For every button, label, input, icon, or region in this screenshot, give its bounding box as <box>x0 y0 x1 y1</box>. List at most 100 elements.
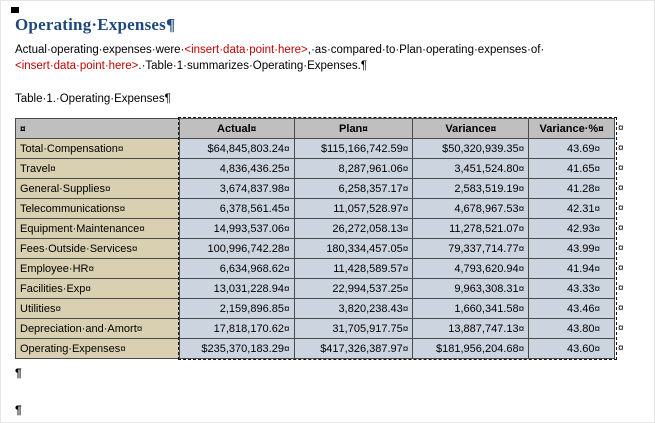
variance-cell[interactable]: 9,963,308.31¤ <box>412 278 530 299</box>
variance-pct-cell[interactable]: 43.46¤ <box>528 298 616 319</box>
variance-pct-cell[interactable]: 42.31¤ <box>528 198 616 219</box>
plan-cell[interactable]: 22,994,537.25¤ <box>293 278 414 299</box>
heading-operating-expenses[interactable]: Operating·Expenses¶ <box>15 15 644 35</box>
plan-cell[interactable]: 26,272,058.13¤ <box>293 218 414 239</box>
label-cell[interactable]: Travel¤ <box>15 158 180 179</box>
plan-cell[interactable]: 3,820,238.43¤ <box>293 298 414 319</box>
table-row: Utilities¤ 2,159,896.85¤ 3,820,238.43¤ 1… <box>15 298 637 319</box>
pct-value: 43.33 <box>566 282 595 295</box>
plan-cell[interactable]: 6,258,357.17¤ <box>293 178 414 199</box>
header-cell-variance-pct[interactable]: Variance·%¤ <box>528 118 616 139</box>
variance-value: 13,887,747.13 <box>448 322 519 335</box>
row-label: Employee·HR <box>20 262 89 275</box>
label-cell[interactable]: Equipment·Maintenance¤ <box>15 218 180 239</box>
plan-cell[interactable]: $417,326,387.97¤ <box>293 338 414 359</box>
variance-cell[interactable]: 4,793,620.94¤ <box>412 258 530 279</box>
label-cell[interactable]: Facilities·Exp¤ <box>15 278 180 299</box>
table-row: Employee·HR¤ 6,634,968.62¤ 11,428,589.57… <box>15 258 637 279</box>
table-row: Fees·Outside·Services¤ 100,996,742.28¤ 1… <box>15 238 637 259</box>
cell-end-marker: ¤ <box>594 303 601 315</box>
plan-value: $115,166,742.59 <box>321 142 403 155</box>
plan-cell[interactable]: 180,334,457.05¤ <box>293 238 414 259</box>
cell-end-marker: ¤ <box>402 323 409 335</box>
variance-pct-cell[interactable]: 43.33¤ <box>528 278 616 299</box>
variance-pct-cell[interactable]: 43.80¤ <box>528 318 616 339</box>
actual-cell[interactable]: $64,845,803.24¤ <box>178 138 295 159</box>
row-label: Telecommunications <box>20 202 120 215</box>
actual-cell[interactable]: 2,159,896.85¤ <box>178 298 295 319</box>
plan-cell[interactable]: 31,705,917.75¤ <box>293 318 414 339</box>
variance-pct-cell[interactable]: 43.60¤ <box>528 338 616 359</box>
plan-cell[interactable]: 11,057,528.97¤ <box>293 198 414 219</box>
pilcrow-mark: ¶ <box>165 15 176 34</box>
actual-cell[interactable]: 14,993,537.06¤ <box>178 218 295 239</box>
header-cell-variance[interactable]: Variance¤ <box>412 118 530 139</box>
actual-cell[interactable]: $235,370,183.29¤ <box>178 338 295 359</box>
cell-end-marker: ¤ <box>20 123 26 135</box>
variance-cell[interactable]: 13,887,747.13¤ <box>412 318 530 339</box>
actual-value: $64,845,803.24 <box>207 142 284 155</box>
label-cell[interactable]: Total·Compensation¤ <box>15 138 180 159</box>
variance-pct-cell[interactable]: 42.93¤ <box>528 218 616 239</box>
variance-pct-cell[interactable]: 43.99¤ <box>528 238 616 259</box>
cell-end-marker: ¤ <box>594 203 601 215</box>
cell-end-marker: ¤ <box>518 163 525 175</box>
variance-pct-cell[interactable]: 41.28¤ <box>528 178 616 199</box>
label-cell[interactable]: Operating·Expenses¤ <box>15 338 180 359</box>
row-end-glyph: ¤ <box>618 263 624 274</box>
variance-cell[interactable]: 3,451,524.80¤ <box>412 158 530 179</box>
variance-pct-cell[interactable]: 43.69¤ <box>528 138 616 159</box>
cell-end-marker: ¤ <box>85 283 91 295</box>
empty-paragraph-mark[interactable]: ¶ <box>15 366 644 380</box>
expenses-table: ¤ Actual¤ Plan¤ Variance¤ Variance·%¤ ¤ … <box>15 118 637 359</box>
variance-cell[interactable]: 4,678,967.53¤ <box>412 198 530 219</box>
variance-cell[interactable]: 2,583,519.19¤ <box>412 178 530 199</box>
actual-cell[interactable]: 4,836,436.25¤ <box>178 158 295 179</box>
table-row: Total·Compensation¤ $64,845,803.24¤ $115… <box>15 138 637 159</box>
table-row-total: Operating·Expenses¤ $235,370,183.29¤ $41… <box>15 338 637 359</box>
label-cell[interactable]: Utilities¤ <box>15 298 180 319</box>
row-end-glyph: ¤ <box>618 203 624 214</box>
header-cell-plan[interactable]: Plan¤ <box>293 118 414 139</box>
actual-cell[interactable]: 100,996,742.28¤ <box>178 238 295 259</box>
label-cell[interactable]: Fees·Outside·Services¤ <box>15 238 180 259</box>
actual-cell[interactable]: 13,031,228.94¤ <box>178 278 295 299</box>
intro-paragraph[interactable]: Actual·operating·expenses·were·<insert·d… <box>15 42 644 74</box>
label-cell[interactable]: Employee·HR¤ <box>15 258 180 279</box>
actual-cell[interactable]: 6,634,968.62¤ <box>178 258 295 279</box>
variance-cell[interactable]: 11,278,521.07¤ <box>412 218 530 239</box>
table-caption[interactable]: Table·1.·Operating·Expenses¶ <box>15 93 644 105</box>
variance-cell[interactable]: $181,956,204.68¤ <box>412 338 530 359</box>
cell-end-marker: ¤ <box>283 243 290 255</box>
label-cell[interactable]: Depreciation·and·Amort¤ <box>15 318 180 339</box>
variance-cell[interactable]: $50,320,939.35¤ <box>412 138 530 159</box>
variance-cell[interactable]: 1,660,341.58¤ <box>412 298 530 319</box>
actual-value: 17,818,170.62 <box>213 322 284 335</box>
plan-cell[interactable]: 11,428,589.57¤ <box>293 258 414 279</box>
label-cell[interactable]: Telecommunications¤ <box>15 198 180 219</box>
variance-pct-cell[interactable]: 41.65¤ <box>528 158 616 179</box>
header-cell-actual[interactable]: Actual¤ <box>178 118 295 139</box>
table-row: Depreciation·and·Amort¤ 17,818,170.62¤ 3… <box>15 318 637 339</box>
actual-cell[interactable]: 17,818,170.62¤ <box>178 318 295 339</box>
actual-cell[interactable]: 6,378,561.45¤ <box>178 198 295 219</box>
variance-pct-cell[interactable]: 41.94¤ <box>528 258 616 279</box>
actual-cell[interactable]: 3,674,837.98¤ <box>178 178 295 199</box>
row-end-glyph: ¤ <box>618 223 624 234</box>
cell-end-marker: ¤ <box>402 183 409 195</box>
header-cell-blank[interactable]: ¤ <box>15 118 180 139</box>
cell-end-marker: ¤ <box>518 223 525 235</box>
plan-cell[interactable]: $115,166,742.59¤ <box>293 138 414 159</box>
cell-end-marker: ¤ <box>283 283 290 295</box>
plan-cell[interactable]: 8,287,961.06¤ <box>293 158 414 179</box>
cell-end-marker: ¤ <box>594 263 601 275</box>
variance-value: 1,660,341.58 <box>454 302 519 315</box>
variance-cell[interactable]: 79,337,714.77¤ <box>412 238 530 259</box>
row-label: Depreciation·and·Amort <box>20 322 137 335</box>
pilcrow-mark: ¶ <box>164 93 171 105</box>
label-cell[interactable]: General·Supplies¤ <box>15 178 180 199</box>
intro-segment: Actual·operating·expenses·were· <box>15 44 185 56</box>
row-end-glyph: ¤ <box>618 183 624 194</box>
cell-end-marker: ¤ <box>136 323 143 335</box>
empty-paragraph-mark[interactable]: ¶ <box>15 403 644 417</box>
